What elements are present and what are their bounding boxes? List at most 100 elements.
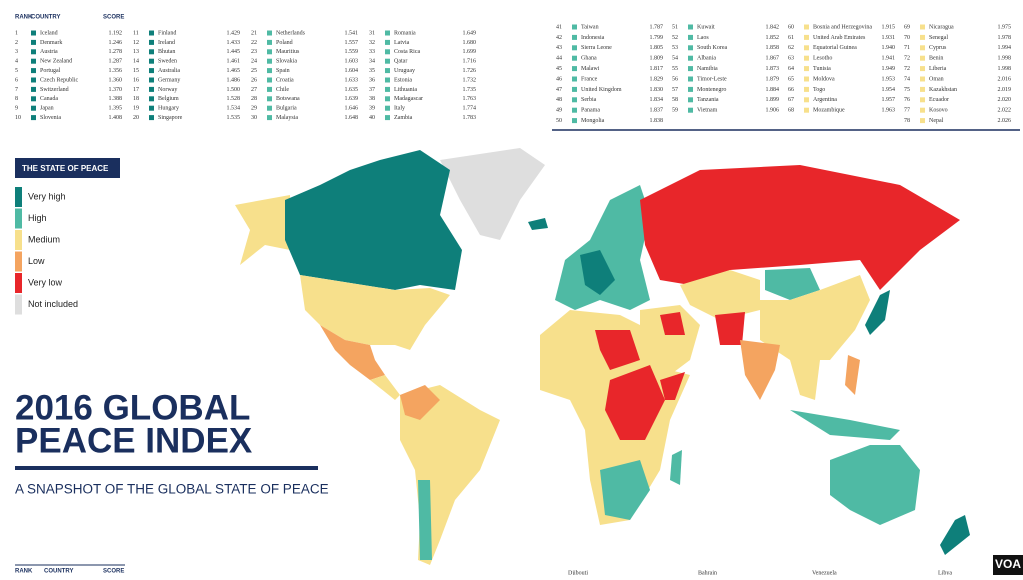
rank: 25 bbox=[251, 68, 257, 74]
tier-marker bbox=[31, 105, 36, 111]
rank: 50 bbox=[556, 118, 562, 124]
country: Kuwait bbox=[697, 24, 715, 30]
logo: VOA bbox=[995, 557, 1021, 571]
rank: 4 bbox=[15, 59, 18, 65]
tier-marker bbox=[688, 66, 693, 72]
tier-marker bbox=[149, 105, 154, 111]
legend-header bbox=[15, 158, 120, 178]
tier-marker bbox=[920, 34, 925, 40]
tier-marker bbox=[31, 86, 36, 92]
central-africa bbox=[605, 365, 665, 440]
country: Hungary bbox=[158, 106, 179, 112]
table-header: SCORE bbox=[103, 15, 124, 21]
india bbox=[740, 340, 780, 400]
tier-marker bbox=[804, 55, 809, 61]
legend-swatch bbox=[15, 230, 22, 250]
country: Libya bbox=[938, 570, 952, 575]
rank: 76 bbox=[904, 97, 910, 103]
rank: 54 bbox=[672, 56, 678, 62]
score: 1.388 bbox=[109, 96, 123, 102]
score: 1.680 bbox=[463, 40, 477, 46]
logo-bg bbox=[993, 555, 1023, 575]
country: Nicaragua bbox=[929, 24, 954, 30]
country: Botswana bbox=[276, 96, 300, 102]
rank: 27 bbox=[251, 87, 257, 93]
tier-marker bbox=[920, 45, 925, 51]
tier-marker bbox=[267, 105, 272, 111]
rank: 17 bbox=[133, 87, 139, 93]
table-header: RANK bbox=[15, 569, 33, 575]
country: Slovakia bbox=[276, 59, 297, 65]
legend-label: Low bbox=[28, 256, 45, 266]
rank: 63 bbox=[788, 56, 794, 62]
country: Djibouti bbox=[568, 570, 588, 575]
country: Ghana bbox=[581, 56, 597, 62]
tier-marker bbox=[920, 76, 925, 82]
tier-marker bbox=[688, 55, 693, 61]
rank: 59 bbox=[672, 108, 678, 114]
tier-marker bbox=[149, 96, 154, 102]
country: Germany bbox=[158, 77, 180, 83]
tier-marker bbox=[267, 86, 272, 92]
country: Qatar bbox=[394, 59, 407, 65]
score: 1.370 bbox=[109, 87, 123, 93]
central-europe bbox=[580, 250, 615, 295]
tier-marker bbox=[385, 96, 390, 102]
country: Moldova bbox=[813, 76, 835, 82]
tier-marker bbox=[688, 97, 693, 103]
se-asia bbox=[790, 360, 820, 400]
tier-marker bbox=[572, 24, 577, 30]
tier-marker bbox=[920, 24, 925, 30]
score: 1.649 bbox=[463, 30, 477, 36]
rank: 2 bbox=[15, 40, 18, 46]
country: Denmark bbox=[40, 40, 62, 46]
tier-marker bbox=[688, 34, 693, 40]
russia bbox=[640, 165, 960, 290]
rank: 72 bbox=[904, 56, 910, 62]
country: Finland bbox=[158, 30, 176, 36]
rank: 24 bbox=[251, 59, 257, 65]
tier-marker bbox=[267, 77, 272, 83]
tier-marker bbox=[804, 34, 809, 40]
europe bbox=[555, 185, 650, 310]
rank: 41 bbox=[556, 24, 562, 30]
country: Mongolia bbox=[581, 118, 605, 124]
rank: 70 bbox=[904, 35, 910, 41]
score: 1.648 bbox=[345, 115, 359, 121]
tier-marker bbox=[267, 68, 272, 74]
tier-marker bbox=[31, 68, 36, 74]
score: 1.953 bbox=[882, 76, 896, 82]
score: 1.873 bbox=[766, 66, 780, 72]
score: 1.783 bbox=[463, 115, 477, 121]
table-bg bbox=[552, 18, 1020, 130]
score: 2.022 bbox=[998, 108, 1012, 114]
rank: 35 bbox=[369, 68, 375, 74]
tier-marker bbox=[572, 97, 577, 103]
country: Canada bbox=[40, 96, 58, 102]
rank: 45 bbox=[556, 66, 562, 72]
country: Lithuania bbox=[394, 87, 417, 93]
middle-east bbox=[640, 305, 700, 375]
score: 1.603 bbox=[345, 59, 359, 65]
country: Slovenia bbox=[40, 115, 61, 121]
tier-marker bbox=[572, 118, 577, 124]
tier-marker bbox=[385, 30, 390, 36]
rank: 66 bbox=[788, 87, 794, 93]
score: 1.486 bbox=[227, 77, 241, 83]
rank: 30 bbox=[251, 115, 257, 121]
score: 1.884 bbox=[766, 87, 780, 93]
country: Montenegro bbox=[697, 87, 726, 93]
score: 1.287 bbox=[109, 59, 123, 65]
rank: 34 bbox=[369, 59, 375, 65]
score: 1.858 bbox=[766, 45, 780, 51]
country: Vietnam bbox=[697, 108, 718, 114]
country: Austria bbox=[40, 49, 58, 55]
score: 1.774 bbox=[463, 106, 477, 112]
tier-marker bbox=[385, 68, 390, 74]
country: Cyprus bbox=[929, 45, 947, 51]
rank: 12 bbox=[133, 40, 139, 46]
tier-marker bbox=[920, 118, 925, 124]
score: 1.465 bbox=[227, 68, 241, 74]
country: Indonesia bbox=[581, 35, 605, 41]
country: Sierra Leone bbox=[581, 45, 612, 51]
